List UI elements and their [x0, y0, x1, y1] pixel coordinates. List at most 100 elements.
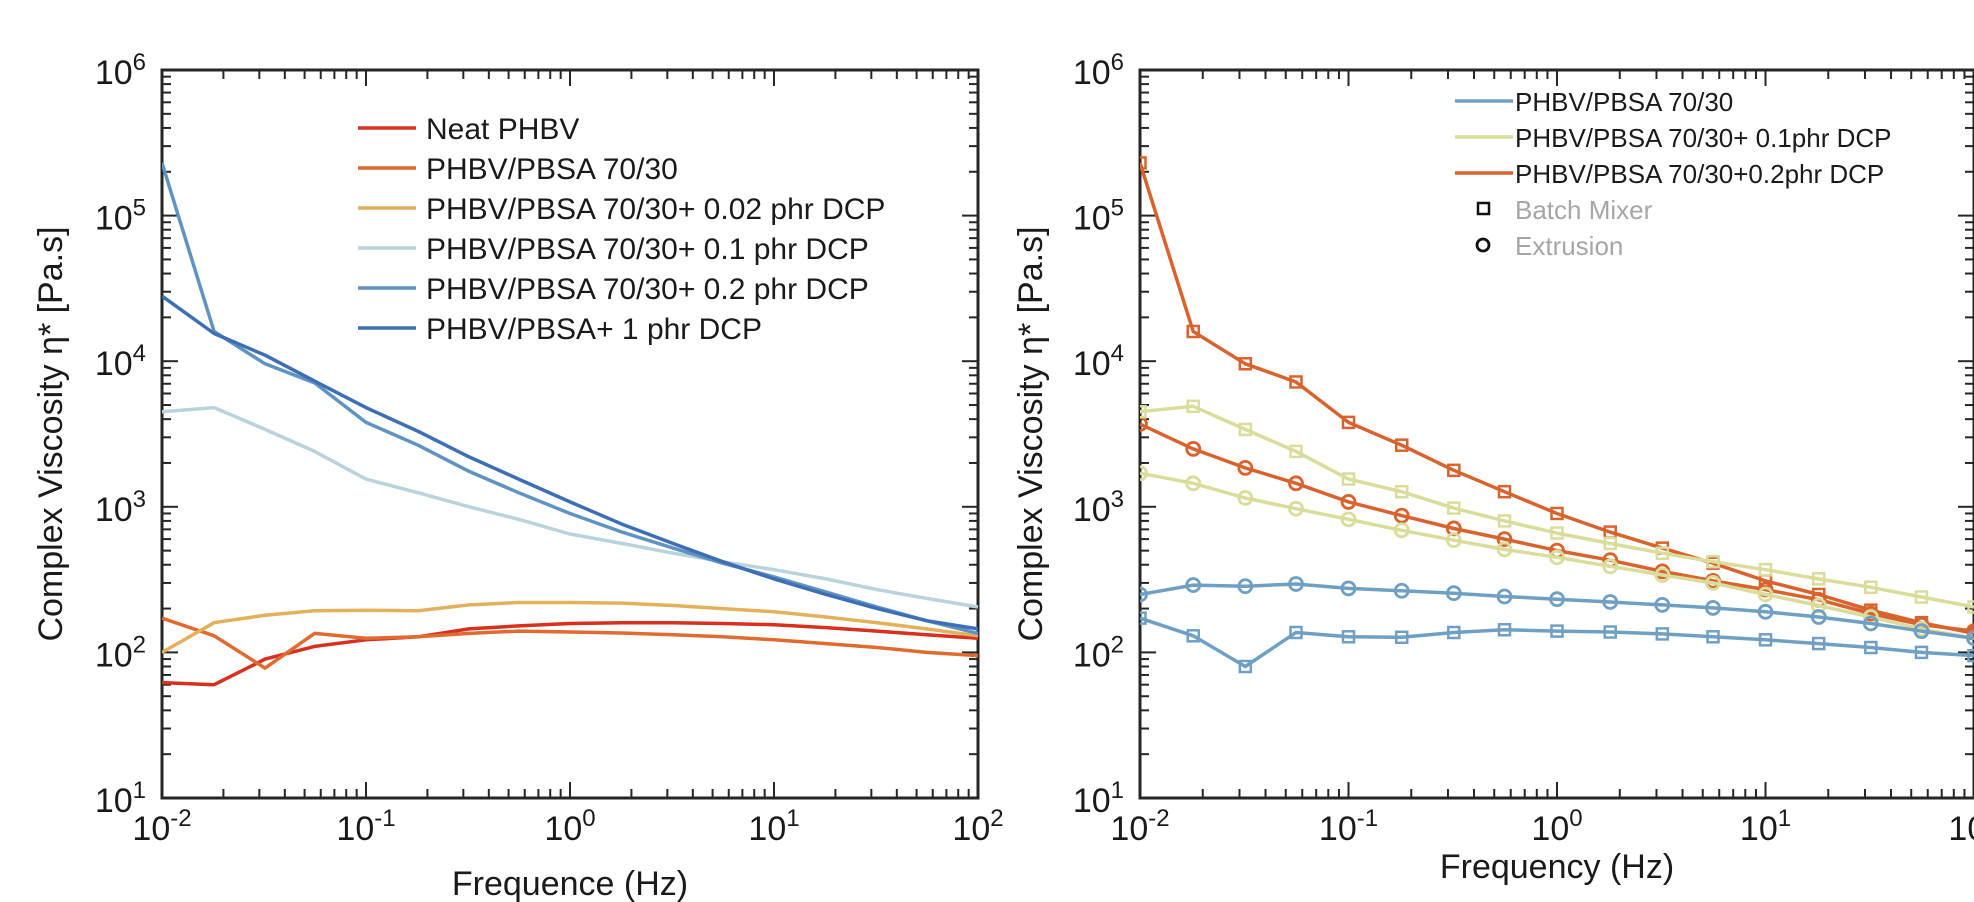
c0-series-line-3: [162, 405, 979, 609]
data-point-circle: [1810, 609, 1827, 625]
legend-label: PHBV/PBSA 70/30: [426, 153, 678, 186]
data-point-square: [1706, 554, 1720, 569]
data-point-square: [1967, 648, 1974, 663]
x-tick-label: 10-2: [132, 805, 191, 848]
data-point-square: [1394, 484, 1409, 499]
data-point-square: [1140, 611, 1147, 625]
y-tick-label: 105: [1073, 195, 1124, 238]
chart-left: 10-2 10-1 100 101 102 101 102 103 104 105 106 Frequ…: [32, 49, 1004, 902]
x-tick-label: 100: [1531, 805, 1582, 848]
data-point-circle: [1602, 558, 1619, 575]
data-point-circle: [1185, 475, 1202, 492]
data-point-circle: [1810, 597, 1827, 614]
c1-y-axis-title: Complex Viscosity η* [Pa.s]: [1012, 226, 1050, 641]
data-point-square: [1341, 415, 1356, 430]
data-point-circle: [1549, 591, 1565, 608]
legend-circle-marker: [1475, 237, 1491, 253]
data-point-circle: [1757, 603, 1774, 620]
data-point-circle: [1237, 578, 1254, 595]
c1-x-axis-title: Frequency (Hz): [1440, 848, 1674, 886]
c1-series-line-3: [1140, 471, 1974, 641]
data-point-square: [1447, 463, 1461, 478]
x-tick-label: 100: [544, 805, 595, 848]
data-point-square: [1238, 357, 1253, 371]
c0-series-line-1: [162, 616, 979, 670]
data-point-square: [1289, 444, 1303, 459]
legend-label: PHBV/PBSA 70/30+0.2phr DCP: [1515, 159, 1884, 189]
data-point-circle: [1288, 475, 1304, 492]
data-point-square: [1864, 580, 1878, 595]
legend-label: PHBV/PBSA 70/30+ 0.1 phr DCP: [426, 233, 869, 266]
data-point-circle: [1966, 623, 1974, 640]
data-point-circle: [1288, 500, 1304, 517]
data-point-square: [1758, 633, 1773, 647]
data-point-square: [1341, 472, 1356, 486]
data-point-circle: [1340, 580, 1357, 597]
y-tick-label: 102: [95, 631, 146, 674]
legend-square-marker: [1476, 201, 1491, 216]
data-point-square: [1550, 624, 1564, 638]
c0-series-line-0: [162, 620, 979, 687]
data-point-circle: [1549, 549, 1565, 566]
legend-label: PHBV/PBSA 70/30+ 0.1phr DCP: [1515, 123, 1892, 153]
data-point-square: [1967, 600, 1974, 614]
data-point-circle: [1185, 577, 1202, 593]
data-point-square: [1811, 636, 1826, 651]
data-point-circle: [1393, 507, 1410, 524]
legend-label: PHBV/PBSA 70/30: [1515, 87, 1733, 117]
data-point-square: [1914, 645, 1929, 660]
data-point-square: [1811, 572, 1826, 586]
c1-plot-area: [1140, 156, 1974, 674]
data-point-circle: [1185, 440, 1202, 457]
data-point-circle: [1705, 600, 1721, 616]
data-point-circle: [1913, 623, 1930, 640]
data-point-square: [1603, 625, 1617, 639]
y-tick-label: 101: [95, 777, 146, 820]
y-tick-label: 104: [95, 340, 146, 383]
x-tick-label: 10-1: [336, 805, 395, 848]
x-tick-label: 10-1: [1319, 805, 1378, 848]
legend-label: Neat PHBV: [426, 113, 579, 146]
data-point-square: [1655, 546, 1670, 560]
data-point-circle: [1340, 511, 1357, 528]
x-tick-label: 10-2: [1110, 805, 1169, 848]
data-point-circle: [1445, 532, 1462, 549]
data-point-circle: [1966, 630, 1974, 647]
data-point-square: [1186, 324, 1200, 339]
legend-label: PHBV/PBSA+ 1 phr DCP: [426, 313, 762, 346]
y-tick-label: 101: [1073, 777, 1124, 820]
data-point-square: [1914, 590, 1929, 604]
data-point-circle: [1237, 459, 1254, 476]
data-point-circle: [1340, 494, 1357, 510]
y-tick-label: 105: [95, 195, 146, 238]
c1-series-line-5: [1140, 616, 1974, 669]
y-tick-label: 103: [1073, 486, 1124, 529]
data-point-circle: [1862, 615, 1879, 632]
c1-series-line-4: [1140, 582, 1974, 641]
c0-series-line-4: [162, 162, 979, 636]
c0-series-line-5: [162, 294, 979, 631]
data-point-square: [1140, 156, 1147, 170]
c0-legend: Neat PHBV PHBV/PBSA 70/30 PHBV/PBSA 70/30+…: [358, 113, 885, 346]
x-tick-label: 102: [1948, 805, 1974, 848]
y-tick-label: 103: [95, 486, 146, 529]
data-point-square: [1550, 526, 1564, 540]
data-point-circle: [1140, 586, 1148, 603]
data-point-circle: [1140, 465, 1148, 482]
data-point-square: [1497, 514, 1512, 528]
data-point-square: [1394, 630, 1409, 645]
data-point-square: [1394, 438, 1409, 452]
c1-ticks: [1139, 69, 1974, 799]
x-tick-label: 101: [748, 805, 799, 848]
c0-y-axis-title: Complex Viscosity η* [Pa.s]: [32, 226, 70, 641]
data-point-square: [1603, 536, 1617, 551]
c1-series-line-2: [1140, 404, 1974, 609]
data-point-square: [1758, 562, 1773, 577]
c1-series-line-0: [1140, 162, 1974, 636]
data-point-square: [1550, 506, 1564, 521]
data-point-circle: [1654, 596, 1671, 613]
data-point-square: [1289, 625, 1303, 640]
data-point-square: [1497, 484, 1512, 499]
data-point-square: [1289, 375, 1303, 389]
